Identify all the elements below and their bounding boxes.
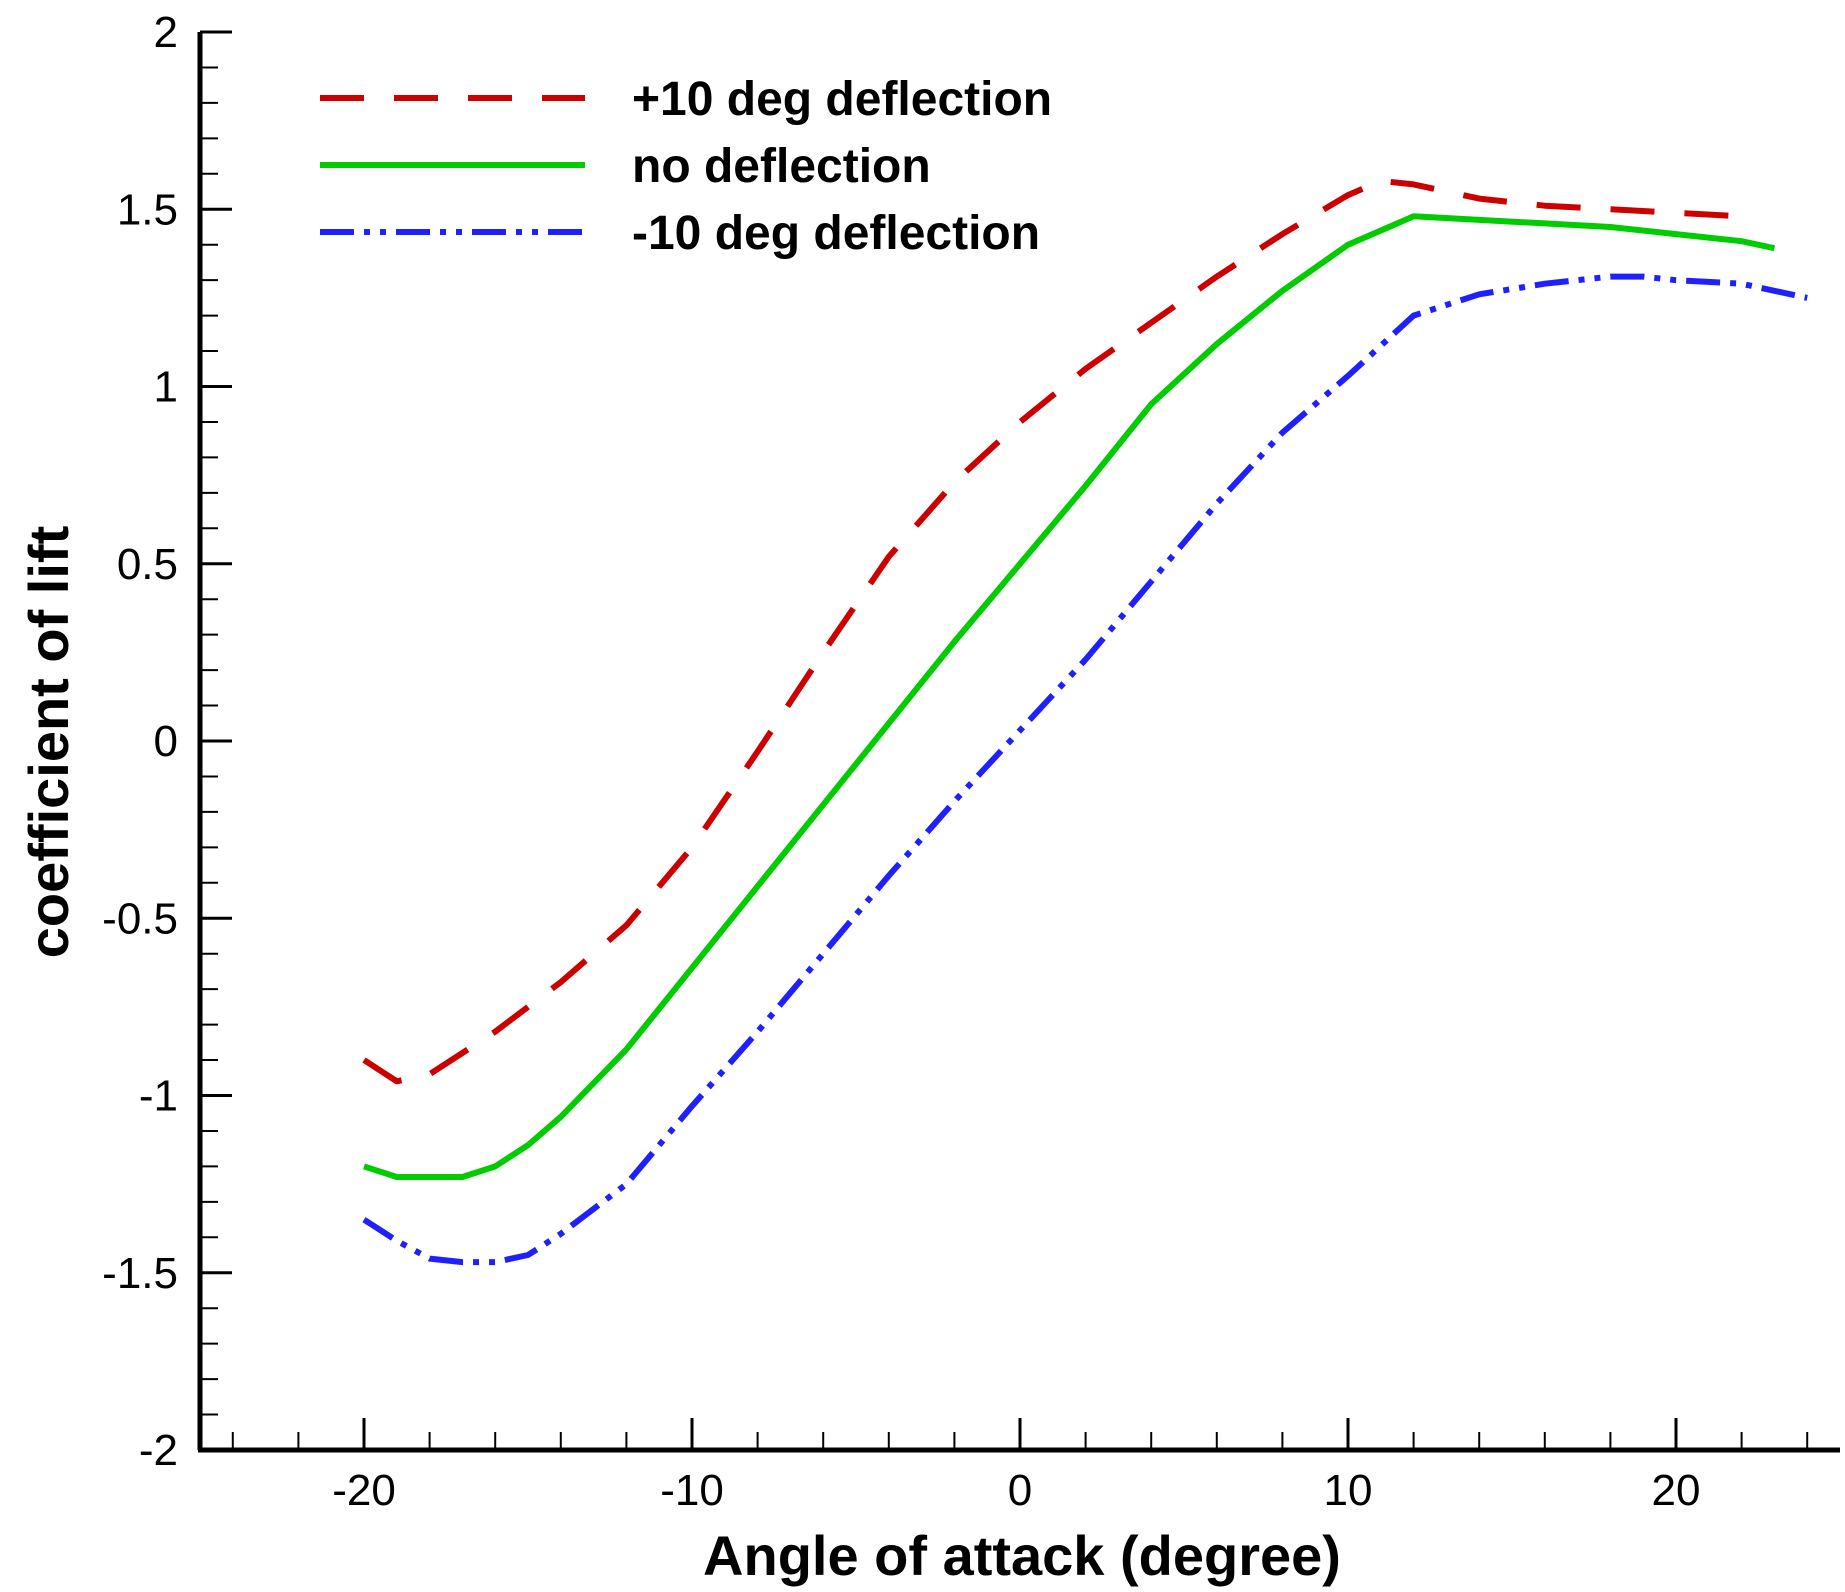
y-tick-label: 1 — [154, 363, 178, 412]
y-tick-label: -2 — [139, 1426, 178, 1475]
x-axis-title: Angle of attack (degree) — [703, 1524, 1341, 1587]
y-tick-label: 2 — [154, 8, 178, 57]
series-line-3 — [362, 273, 1808, 1266]
y-tick-label: 0 — [154, 717, 178, 766]
x-tick-label: -10 — [660, 1466, 724, 1515]
y-axis-title: coefficient of lift — [17, 526, 80, 958]
series-line-2 — [363, 213, 1776, 1180]
x-tick-label: 10 — [1324, 1466, 1373, 1515]
y-tick-label: -1 — [139, 1072, 178, 1121]
legend-label-2: no deflection — [632, 140, 931, 193]
curves-layer — [362, 177, 1808, 1266]
legend-label-3: -10 deg deflection — [632, 207, 1040, 260]
y-tick-label: -1.5 — [102, 1249, 178, 1298]
x-tick-label: 20 — [1652, 1466, 1701, 1515]
axes-layer: -2 -1.5 -1 -0.5 0 0.5 1 1.5 2 -20 -10 0 10 20 — [102, 8, 1840, 1515]
y-tick-label: 1.5 — [117, 185, 178, 234]
x-tick-label: 0 — [1008, 1466, 1032, 1515]
y-tick-label: 0.5 — [117, 540, 178, 589]
y-tick-label: -0.5 — [102, 894, 178, 943]
legend-label-1: +10 deg deflection — [632, 73, 1052, 126]
series-line-1 — [362, 177, 1742, 1085]
legend: +10 deg deflection no deflection -10 deg d… — [320, 73, 1052, 260]
x-tick-label: -20 — [332, 1466, 396, 1515]
